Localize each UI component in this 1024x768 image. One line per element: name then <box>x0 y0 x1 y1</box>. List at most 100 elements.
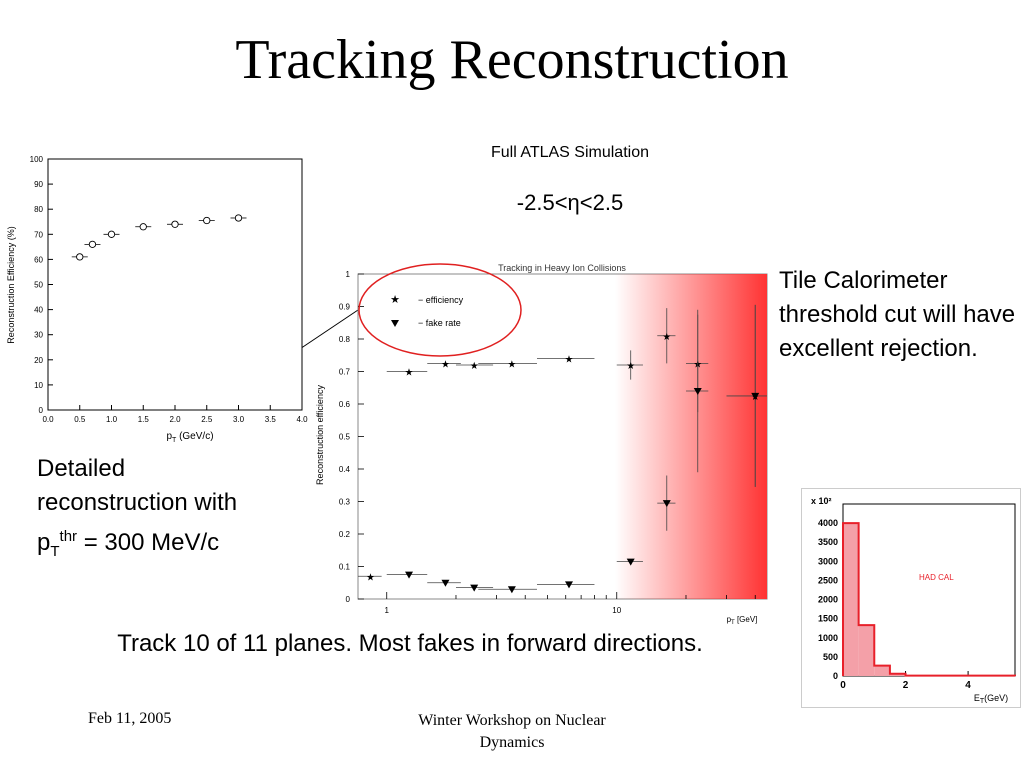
efficiency-x-tick-label: 2.5 <box>201 415 213 424</box>
efficiency-y-tick-label: 60 <box>34 255 43 264</box>
efficiency-star-point: ★ <box>366 572 375 583</box>
had-cal-y-tick-label: 2500 <box>818 575 838 585</box>
heavy-ion-tracking-chart: Tracking in Heavy Ion Collisions 0 0.1 0.2… <box>315 263 768 626</box>
footer-conference-line2: Dynamics <box>479 734 545 751</box>
heavy-ion-chart-xlabel: pT [GeV] <box>727 615 758 626</box>
efficiency-x-tick-label: 4.0 <box>296 415 308 424</box>
heavy-ion-x-tick-label: 10 <box>612 606 621 615</box>
fake-rate-triangle-point <box>564 581 573 589</box>
efficiency-y-tick-label: 20 <box>34 356 43 365</box>
efficiency-data-point <box>88 240 97 248</box>
reconstruction-note-line3: pTthr = 300 MeV/c <box>37 520 297 569</box>
legend-triangle-marker <box>391 320 399 327</box>
had-cal-bar <box>874 665 890 676</box>
efficiency-star-point: ★ <box>565 355 574 366</box>
reconstruction-note-line1: Detailed <box>37 455 126 482</box>
fake-rate-triangle-point <box>693 388 702 395</box>
fake-rate-triangle-point <box>626 558 635 566</box>
efficiency-chart-ylabel: Reconstruction Efficiency (%) <box>6 226 16 343</box>
efficiency-star-point: ★ <box>405 368 414 379</box>
footer-conference-line1: Winter Workshop on Nuclear <box>418 712 606 729</box>
had-cal-y-tick-label: 3500 <box>818 537 838 547</box>
heavy-ion-y-tick-label: 0.5 <box>339 433 351 442</box>
efficiency-y-tick-label: 30 <box>34 331 43 340</box>
heavy-ion-chart-ylabel: Reconstruction efficiency <box>315 385 325 485</box>
efficiency-x-tick-label: 0.5 <box>74 415 86 424</box>
efficiency-y-tick-label: 80 <box>34 205 43 214</box>
had-cal-scale-label: x 10² <box>811 496 832 506</box>
efficiency-star-point: ★ <box>662 332 671 343</box>
footer-date: Feb 11, 2005 <box>88 710 172 727</box>
efficiency-x-tick-label: 1.5 <box>138 415 150 424</box>
had-cal-histogram: x 10² 0 500 1000 1500 2000 2500 3000 3500 4000 0 2… <box>801 488 1021 708</box>
fake-rate-triangle-point <box>662 500 671 508</box>
efficiency-chart-xlabel: pT (GeV/c) <box>166 431 213 444</box>
legend-highlight-ellipse <box>358 263 522 357</box>
efficiency-data-point <box>203 216 211 225</box>
calorimeter-note: Tile Calorimeter threshold cut will have… <box>779 267 1016 362</box>
had-cal-xlabel: ET(GeV) <box>974 693 1008 705</box>
slide-caption: Track 10 of 11 planes. Most fakes in for… <box>117 630 703 657</box>
pt-symbol: p <box>37 529 51 556</box>
pt-subscript: T <box>50 542 60 560</box>
slide-title: Tracking Reconstruction <box>235 29 789 91</box>
efficiency-data-point <box>171 220 179 228</box>
forward-region-highlight <box>615 274 767 599</box>
efficiency-y-tick-label: 0 <box>39 406 44 415</box>
efficiency-chart: 0.0 0.5 1.0 1.5 2.0 2.5 3.0 3.5 4.0 0 10 20 30 40 50 60… <box>6 155 308 444</box>
had-cal-y-tick-label: 1000 <box>818 633 838 643</box>
efficiency-y-tick-label: 50 <box>34 281 43 290</box>
efficiency-y-tick-label: 100 <box>30 155 44 164</box>
had-cal-annotation: HAD CAL <box>919 573 954 582</box>
efficiency-x-tick-label: 3.0 <box>233 415 245 424</box>
had-cal-x-tick-label: 0 <box>840 680 846 691</box>
heavy-ion-y-tick-label: 0.9 <box>339 303 351 312</box>
heavy-ion-y-tick-label: 0.2 <box>339 530 351 539</box>
eta-range-label: -2.5<η<2.5 <box>516 190 624 215</box>
heavy-ion-y-tick-label: 0.8 <box>339 335 351 344</box>
had-cal-y-tick-label: 2000 <box>818 595 838 605</box>
efficiency-data-point <box>139 223 147 231</box>
efficiency-data-point <box>234 214 243 222</box>
efficiency-data-point <box>107 230 116 238</box>
efficiency-data-point <box>76 253 84 261</box>
efficiency-star-point: ★ <box>626 361 635 372</box>
pt-superscript: thr <box>59 528 78 545</box>
had-cal-x-tick-label: 2 <box>903 680 909 691</box>
had-cal-bar <box>858 625 875 676</box>
fake-rate-triangle-point <box>470 584 479 592</box>
simulation-label: Full ATLAS Simulation <box>491 144 649 161</box>
fake-rate-triangle-point <box>405 571 414 579</box>
had-cal-y-tick-label: 1500 <box>818 614 838 624</box>
efficiency-star-point: ★ <box>441 359 450 370</box>
efficiency-y-tick-label: 40 <box>34 306 43 315</box>
fake-rate-triangle-point <box>751 392 760 400</box>
heavy-ion-y-tick-label: 0.6 <box>339 400 351 409</box>
efficiency-star-point: ★ <box>470 361 479 372</box>
efficiency-chart-frame <box>47 158 303 411</box>
efficiency-x-tick-label: 3.5 <box>265 415 277 424</box>
had-cal-x-tick-label: 4 <box>965 680 971 691</box>
heavy-ion-y-tick-label: 0.4 <box>339 465 351 474</box>
efficiency-star-point: ★ <box>507 359 516 370</box>
efficiency-x-tick-label: 2.0 <box>169 415 181 424</box>
efficiency-x-tick-label: 1.0 <box>106 415 118 424</box>
pt-threshold-value: = 300 MeV/c <box>77 529 220 556</box>
efficiency-y-tick-label: 70 <box>34 230 43 239</box>
had-cal-y-tick-label: 4000 <box>818 518 838 528</box>
legend-star-marker: ★ <box>390 294 400 306</box>
footer-conference: Winter Workshop on Nuclear Dynamics <box>380 710 644 754</box>
had-cal-bar <box>889 673 906 676</box>
heavy-ion-y-tick-label: 1 <box>346 270 351 279</box>
heavy-ion-x-tick-label: 1 <box>385 606 390 615</box>
efficiency-y-tick-label: 90 <box>34 180 43 189</box>
had-cal-y-tick-label: 3000 <box>818 556 838 566</box>
reconstruction-note: Detailed reconstruction with pTthr = 300… <box>37 452 297 569</box>
heavy-ion-y-tick-label: 0.1 <box>339 563 351 572</box>
had-cal-y-tick-label: 0 <box>833 671 838 681</box>
had-cal-y-tick-label: 500 <box>823 652 838 662</box>
efficiency-y-tick-label: 10 <box>34 381 43 390</box>
heavy-ion-y-tick-label: 0 <box>346 595 351 604</box>
heavy-ion-y-tick-label: 0.3 <box>339 498 351 507</box>
had-cal-histogram-outline <box>842 522 1016 677</box>
